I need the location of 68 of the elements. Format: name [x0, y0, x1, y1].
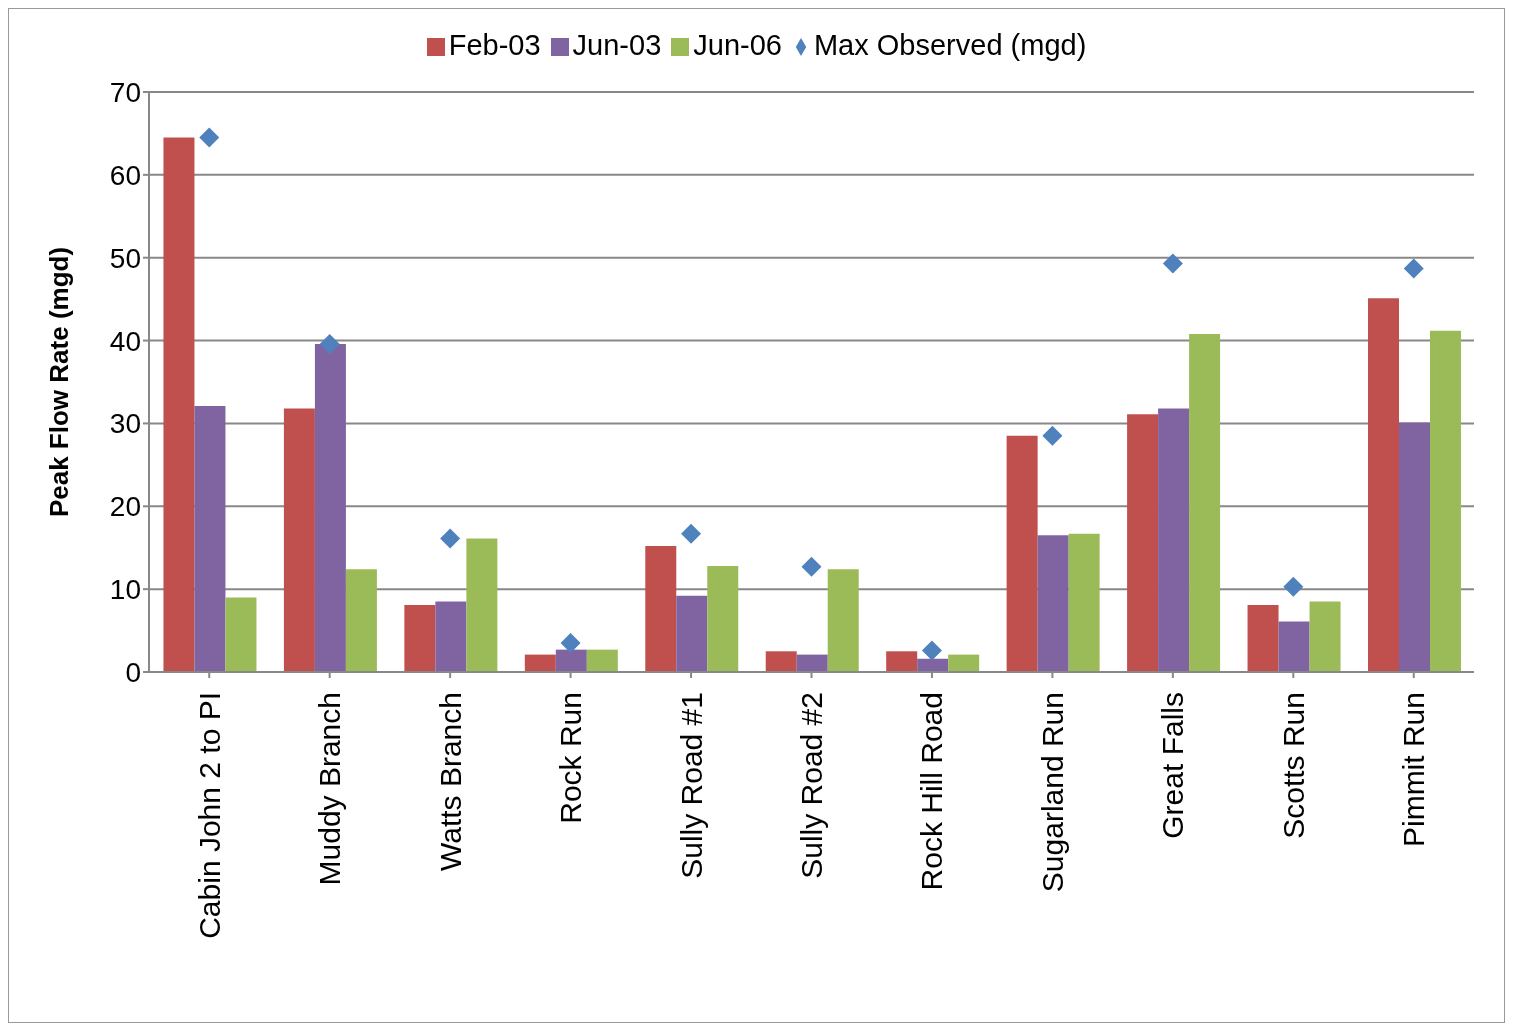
y-tick-label: 10	[109, 574, 141, 606]
bar	[345, 569, 377, 672]
bar	[827, 569, 859, 672]
x-tick-label: Sully Road #2	[795, 692, 828, 879]
legend-label: Jun-06	[693, 29, 782, 61]
point	[1403, 258, 1424, 279]
bar	[1247, 604, 1279, 672]
legend-label: Feb-03	[448, 29, 541, 61]
x-tick-label: Muddy Branch	[313, 692, 347, 886]
y-tick-label: 60	[109, 159, 141, 191]
y-tick-label: 0	[125, 656, 141, 688]
x-tick-label: Rock Hill Road	[915, 692, 949, 891]
x-tick-label: Rock Run	[554, 692, 588, 824]
x-tick-label: Scotts Run	[1276, 692, 1310, 839]
x-tick-label: Cabin John 2 to PI	[192, 692, 226, 939]
bar	[1309, 601, 1341, 672]
bar	[466, 538, 498, 672]
bar	[645, 546, 677, 672]
bar	[555, 649, 587, 672]
bar	[1399, 422, 1430, 672]
bar	[707, 565, 739, 672]
point	[319, 333, 340, 354]
y-tick-label: 40	[109, 325, 141, 357]
bar	[586, 649, 618, 672]
bar	[917, 658, 949, 672]
point	[1283, 576, 1304, 597]
y-tick-label: 70	[109, 76, 141, 108]
bar	[524, 654, 556, 672]
bar	[1278, 621, 1310, 672]
bar	[886, 651, 918, 672]
bar	[1430, 330, 1461, 672]
legend-label: Jun-03	[572, 29, 662, 61]
bar	[1158, 408, 1190, 672]
y-tick-label: 30	[109, 408, 141, 440]
bar	[676, 595, 708, 672]
point	[1162, 253, 1183, 274]
point	[801, 556, 822, 577]
bar	[194, 406, 226, 672]
bar	[796, 654, 828, 672]
bar	[1189, 333, 1221, 672]
point	[681, 523, 702, 544]
legend-label: Max Observed (mgd)	[813, 29, 1087, 61]
point	[1042, 425, 1063, 446]
x-tick-label: Watts Branch	[433, 692, 467, 871]
bar	[1068, 533, 1100, 672]
bar	[163, 137, 195, 672]
y-axis-title: Peak Flow Rate (mgd)	[44, 246, 75, 518]
bar	[404, 604, 436, 672]
x-tick-label: Pimmit Run	[1397, 692, 1431, 848]
point	[921, 640, 942, 661]
bar	[1368, 298, 1399, 672]
bar	[314, 343, 346, 672]
x-tick-label: Great Falls	[1156, 692, 1190, 839]
x-tick-label: Sully Road #1	[674, 692, 708, 879]
y-tick-label: 50	[109, 242, 141, 274]
bar	[765, 651, 797, 672]
x-tick-label: Sugarland Run	[1035, 692, 1069, 893]
bar	[1006, 435, 1038, 672]
point	[199, 127, 220, 148]
y-tick-label: 20	[109, 491, 141, 523]
bar	[435, 601, 467, 672]
point	[560, 633, 581, 653]
bar	[948, 654, 980, 672]
bar	[283, 408, 315, 672]
bar	[1127, 414, 1159, 672]
bar	[1037, 535, 1069, 672]
bar	[225, 597, 257, 672]
point	[440, 528, 461, 549]
